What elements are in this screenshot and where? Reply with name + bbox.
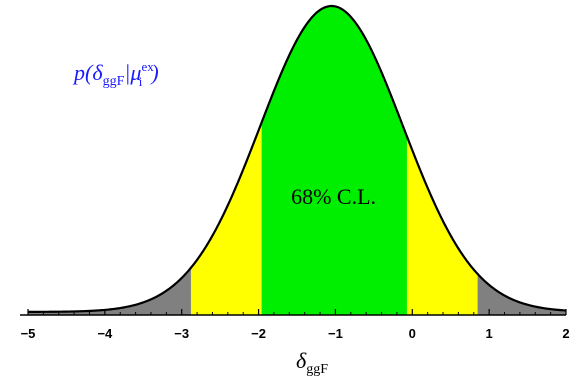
y-label-subscript: ggF	[103, 74, 125, 89]
confidence-bands	[28, 6, 566, 316]
x-tick-label: 2	[562, 326, 569, 341]
distribution-curve	[28, 4, 567, 313]
x-axis-ticks	[27, 309, 567, 315]
x-tick-label: −4	[97, 326, 113, 341]
x-tick-label: 1	[486, 326, 493, 341]
x-tick-label: −5	[21, 326, 36, 341]
y-label-superscript: ex	[141, 59, 154, 74]
band-68-c-l	[261, 6, 407, 315]
x-label-subscript: ggF	[306, 362, 328, 377]
y-label-prefix: p(δ	[72, 60, 103, 85]
y-label-suffix: )	[149, 60, 158, 85]
confidence-annotation: 68% C.L.	[291, 184, 376, 209]
x-axis-label: δggF	[296, 348, 328, 377]
x-label-symbol: δ	[296, 348, 307, 373]
x-axis-tick-labels: −5 −4 −3 −2 −1 0 1 2	[21, 326, 570, 341]
x-tick-label: 0	[409, 326, 416, 341]
y-axis-label: p(δggF|μex i)	[72, 59, 159, 89]
y-label-mid: |μ	[124, 60, 141, 85]
x-tick-label: −1	[328, 326, 343, 341]
x-tick-label: −3	[174, 326, 189, 341]
x-tick-label: −2	[251, 326, 266, 341]
y-label-index: i	[139, 74, 143, 89]
